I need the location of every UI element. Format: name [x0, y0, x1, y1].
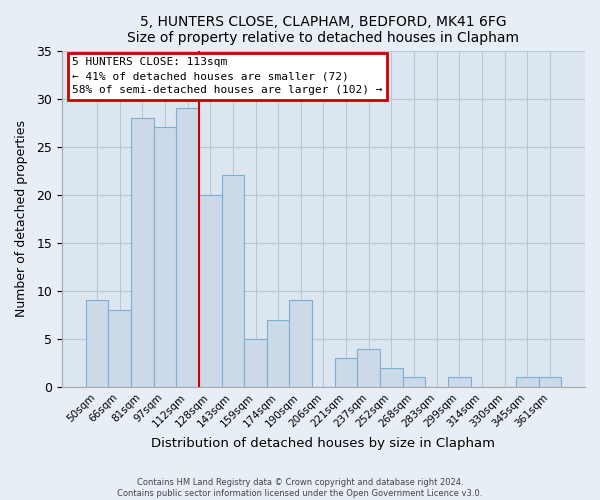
- Bar: [221, 176, 244, 387]
- Text: 5 HUNTERS CLOSE: 113sqm
← 41% of detached houses are smaller (72)
58% of semi-de: 5 HUNTERS CLOSE: 113sqm ← 41% of detache…: [73, 58, 383, 96]
- Bar: [199, 194, 221, 387]
- Bar: [289, 300, 312, 387]
- Bar: [154, 128, 176, 387]
- Text: Contains HM Land Registry data © Crown copyright and database right 2024.
Contai: Contains HM Land Registry data © Crown c…: [118, 478, 482, 498]
- Title: 5, HUNTERS CLOSE, CLAPHAM, BEDFORD, MK41 6FG
Size of property relative to detach: 5, HUNTERS CLOSE, CLAPHAM, BEDFORD, MK41…: [127, 15, 520, 45]
- Bar: [403, 378, 425, 387]
- Bar: [244, 339, 267, 387]
- Bar: [86, 300, 109, 387]
- Bar: [109, 310, 131, 387]
- Bar: [539, 378, 561, 387]
- Bar: [516, 378, 539, 387]
- Y-axis label: Number of detached properties: Number of detached properties: [15, 120, 28, 317]
- Bar: [131, 118, 154, 387]
- X-axis label: Distribution of detached houses by size in Clapham: Distribution of detached houses by size …: [151, 437, 496, 450]
- Bar: [448, 378, 470, 387]
- Bar: [380, 368, 403, 387]
- Bar: [176, 108, 199, 387]
- Bar: [358, 348, 380, 387]
- Bar: [335, 358, 358, 387]
- Bar: [267, 320, 289, 387]
